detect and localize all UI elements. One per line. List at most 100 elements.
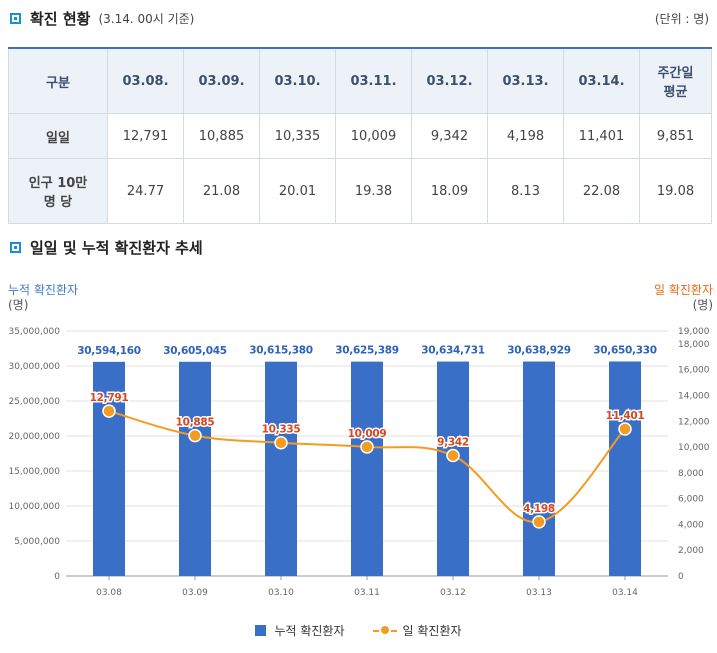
- bar-cumulative: [351, 361, 383, 576]
- left-axis-tick-label: 10,000,000: [8, 502, 60, 512]
- x-axis-tick-label: 03.14: [612, 588, 638, 598]
- status-title: 확진 현황: [30, 10, 91, 28]
- x-axis-tick-label: 03.12: [440, 588, 466, 598]
- right-axis-tick-label: 4,000: [678, 520, 704, 530]
- table-header-cell: 03.08.: [107, 47, 184, 114]
- legend-bar-swatch: [255, 625, 267, 636]
- table-row-label: 일일: [8, 113, 108, 159]
- bar-cumulative: [609, 361, 641, 576]
- bar-cumulative: [265, 361, 297, 576]
- bar-data-label: 30,594,160: [77, 345, 140, 357]
- left-axis-tick-label: 5,000,000: [14, 537, 60, 547]
- table-cell: 11,401: [563, 113, 640, 159]
- left-axis-tick-label: 0: [54, 572, 60, 582]
- x-axis-tick-label: 03.11: [354, 588, 380, 598]
- table-cell: 10,009: [335, 113, 412, 159]
- line-data-label: 10,885: [176, 417, 215, 429]
- table-header-cell: 03.14.: [563, 47, 640, 114]
- table-header-row: 구분 03.08. 03.09. 03.10. 03.11. 03.12. 03.13. 03…: [8, 47, 712, 114]
- right-axis-title: 일 확진환자 (명): [654, 283, 713, 313]
- legend-item-cumulative[interactable]: 누적 확진환자: [255, 622, 345, 639]
- table-cell: 19.08: [639, 158, 712, 224]
- square-bullet-icon: [10, 242, 21, 253]
- bar-data-label: 30,625,389: [335, 345, 398, 357]
- right-axis-tick-label: 0: [678, 572, 684, 582]
- bar-data-label: 30,638,929: [507, 345, 570, 357]
- table-cell: 10,335: [259, 113, 336, 159]
- line-data-label: 10,009: [348, 428, 387, 440]
- bar-data-label: 30,634,731: [421, 345, 484, 357]
- left-axis-unit: (명): [8, 298, 29, 312]
- bar-data-label: 30,615,380: [249, 345, 312, 357]
- chart-legend: 누적 확진환자 일 확진환자: [0, 622, 717, 639]
- table-header-cell: 03.12.: [411, 47, 488, 114]
- table-cell: 18.09: [411, 158, 488, 224]
- line-data-label: 11,401: [606, 410, 645, 422]
- bar-cumulative: [523, 361, 555, 576]
- left-axis-tick-label: 15,000,000: [8, 467, 60, 477]
- stats-table: 구분 03.08. 03.09. 03.10. 03.11. 03.12. 03.13. 03…: [8, 47, 712, 224]
- bar-cumulative: [437, 361, 469, 576]
- table-header-label: 구분: [8, 47, 108, 114]
- bar-data-label: 30,605,045: [163, 345, 226, 357]
- right-axis-tick-label: 19,000: [678, 327, 710, 337]
- legend-label-cumulative: 누적 확진환자: [274, 624, 345, 638]
- right-axis-tick-label: 2,000: [678, 546, 704, 556]
- table-cell: 22.08: [563, 158, 640, 224]
- table-header-cell: 03.13.: [487, 47, 564, 114]
- line-point: [532, 515, 546, 529]
- unit-label: (단위 : 명): [654, 12, 709, 26]
- square-bullet-icon: [10, 13, 21, 24]
- table-row-per100k: 인구 10만 명 당 24.77 21.08 20.01 19.38 18.09 8.13 22…: [8, 158, 712, 224]
- line-point: [446, 448, 460, 463]
- left-axis-title: 누적 확진환자 (명): [8, 283, 78, 313]
- line-point: [188, 428, 202, 443]
- table-cell: 20.01: [259, 158, 336, 224]
- right-axis-tick-label: 10,000: [678, 443, 710, 453]
- x-axis-tick-label: 03.10: [268, 588, 294, 598]
- line-data-label: 10,335: [262, 424, 301, 436]
- line-point: [102, 404, 116, 418]
- trend-title: 일일 및 누적 확진환자 추세: [30, 239, 203, 257]
- legend-line-swatch: [372, 625, 397, 636]
- line-data-label: 4,198: [523, 503, 555, 515]
- line-point: [274, 435, 288, 450]
- left-axis-title-text: 누적 확진환자: [8, 283, 79, 297]
- table-header-cell: 주간일 평균: [639, 47, 712, 114]
- status-subtitle: (3.14. 00시 기준): [98, 12, 195, 26]
- left-axis-tick-label: 25,000,000: [8, 397, 60, 407]
- table-cell: 19.38: [335, 158, 412, 224]
- bar-data-label: 30,650,330: [593, 344, 656, 356]
- right-axis-tick-label: 18,000: [678, 340, 710, 350]
- legend-label-daily: 일 확진환자: [402, 624, 462, 638]
- table-cell: 10,885: [183, 113, 260, 159]
- left-axis-tick-label: 30,000,000: [8, 362, 60, 372]
- bar-cumulative: [93, 361, 125, 576]
- table-cell: 9,851: [639, 113, 712, 159]
- left-axis-tick-label: 35,000,000: [8, 327, 60, 337]
- section-title-status: 확진 현황 (3.14. 00시 기준): [10, 8, 194, 29]
- line-point: [360, 440, 374, 454]
- section-title-trend: 일일 및 누적 확진환자 추세: [10, 237, 203, 258]
- line-data-label: 12,791: [90, 392, 129, 404]
- legend-item-daily[interactable]: 일 확진환자: [372, 622, 462, 639]
- line-data-label: 9,342: [437, 437, 469, 449]
- right-axis-tick-label: 6,000: [678, 495, 704, 505]
- left-axis-tick-label: 20,000,000: [8, 432, 60, 442]
- right-axis-tick-label: 8,000: [678, 469, 704, 479]
- table-row-label: 인구 10만 명 당: [8, 158, 108, 224]
- x-axis-tick-label: 03.13: [526, 588, 552, 598]
- bar-cumulative: [179, 361, 211, 576]
- right-axis-tick-label: 12,000: [678, 417, 710, 427]
- x-axis-tick-label: 03.09: [182, 588, 208, 598]
- table-row-daily: 일일 12,791 10,885 10,335 10,009 9,342 4,198 11,4…: [8, 113, 712, 159]
- table-cell: 8.13: [487, 158, 564, 224]
- right-axis-tick-label: 14,000: [678, 391, 710, 401]
- table-cell: 24.77: [107, 158, 184, 224]
- x-axis-tick-label: 03.08: [96, 588, 122, 598]
- table-cell: 12,791: [107, 113, 184, 159]
- right-axis-unit: (명): [692, 298, 713, 312]
- table-cell: 21.08: [183, 158, 260, 224]
- right-axis-title-text: 일 확진환자: [653, 283, 713, 297]
